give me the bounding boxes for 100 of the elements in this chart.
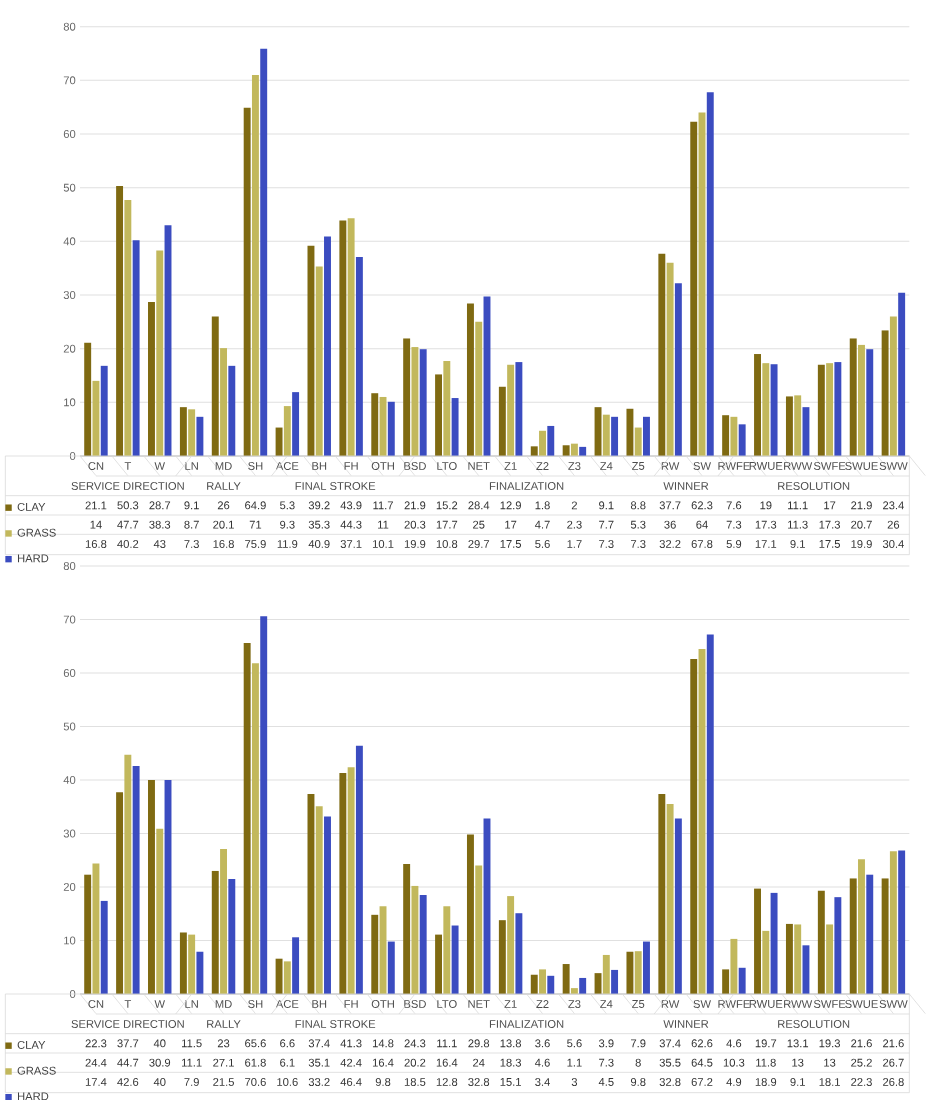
bar	[132, 766, 140, 994]
bar	[634, 427, 642, 456]
bar	[355, 745, 363, 994]
bar	[866, 349, 874, 456]
bar	[156, 250, 164, 456]
bar	[690, 121, 698, 456]
bar	[84, 342, 92, 456]
bar	[324, 236, 331, 456]
bar	[116, 792, 124, 994]
bar	[315, 266, 323, 456]
bar	[275, 427, 283, 456]
bar	[243, 107, 251, 456]
bar	[387, 401, 395, 456]
bar	[475, 865, 483, 994]
bar	[283, 406, 291, 456]
bar	[762, 363, 770, 456]
bar	[355, 256, 363, 456]
bar	[866, 874, 874, 994]
bar	[881, 330, 889, 456]
bar	[634, 951, 642, 994]
bar	[849, 878, 857, 994]
bar	[515, 362, 523, 456]
bar	[889, 851, 897, 994]
bar	[770, 364, 778, 456]
bar	[515, 913, 523, 994]
bar	[507, 364, 515, 456]
bar	[562, 445, 570, 456]
bar	[754, 354, 761, 456]
bar	[148, 780, 155, 994]
bar	[451, 398, 459, 456]
bar	[347, 218, 355, 456]
bar	[124, 754, 132, 994]
bar	[339, 220, 347, 456]
bar	[794, 395, 802, 456]
bar	[570, 443, 578, 456]
bar	[475, 321, 483, 456]
bar	[411, 885, 419, 994]
bar	[260, 616, 268, 994]
bar	[547, 975, 555, 994]
bar	[100, 900, 108, 994]
bar	[403, 338, 411, 456]
bar	[738, 967, 746, 994]
bar	[539, 969, 546, 994]
bar	[220, 348, 227, 456]
bar	[148, 301, 155, 456]
bar	[92, 380, 100, 456]
bar	[466, 834, 474, 994]
bar	[730, 416, 738, 456]
bar	[730, 938, 738, 994]
bar	[594, 973, 602, 994]
bar	[211, 316, 219, 456]
bar	[371, 393, 379, 456]
bar	[196, 951, 204, 994]
bar	[507, 896, 515, 994]
bar	[547, 425, 555, 456]
bar	[834, 897, 842, 994]
bar	[611, 416, 619, 456]
bar	[530, 974, 538, 994]
bar	[626, 951, 634, 994]
bar	[371, 914, 379, 994]
bar	[339, 773, 347, 994]
bar	[451, 925, 459, 994]
bar	[690, 659, 698, 994]
bar	[666, 804, 674, 994]
bar	[132, 240, 140, 456]
bar	[251, 74, 259, 456]
bar	[722, 969, 730, 994]
bar	[387, 941, 395, 994]
bar	[738, 424, 746, 456]
bar	[602, 414, 610, 456]
bar	[498, 386, 506, 456]
bar	[292, 937, 300, 994]
bar	[443, 361, 451, 456]
bar	[435, 934, 443, 994]
bar	[722, 415, 730, 456]
bar	[826, 363, 834, 456]
bar	[419, 349, 427, 456]
bar	[116, 186, 124, 456]
bar	[498, 920, 506, 994]
bar	[602, 954, 610, 994]
bar	[817, 364, 825, 456]
bar	[770, 892, 778, 994]
bar	[220, 849, 227, 994]
bar	[706, 634, 714, 994]
bar	[403, 863, 411, 994]
bar	[188, 934, 196, 994]
bar	[211, 870, 219, 994]
bar	[666, 262, 674, 456]
bar	[179, 932, 187, 994]
bar	[858, 344, 865, 456]
bar	[674, 283, 682, 456]
bar	[251, 663, 259, 994]
bar	[658, 253, 666, 456]
bar	[594, 407, 602, 456]
bar	[100, 365, 108, 456]
bar	[643, 416, 650, 456]
bar	[898, 850, 906, 994]
bar	[435, 374, 443, 456]
bar	[834, 362, 842, 456]
bar	[124, 200, 132, 456]
